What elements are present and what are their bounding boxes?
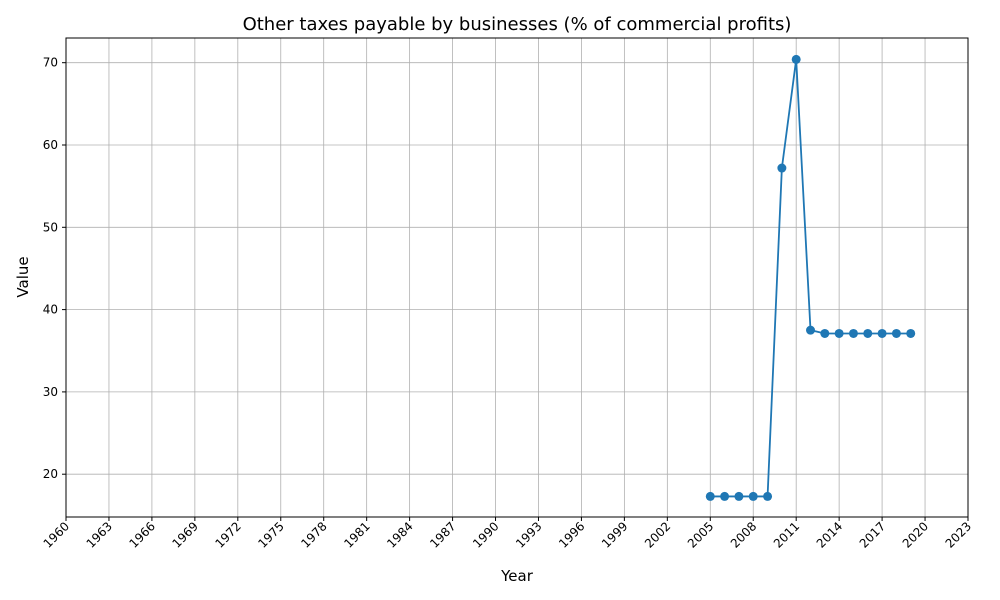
- x-tick-label: 1966: [127, 519, 158, 550]
- x-axis-label: Year: [500, 567, 534, 585]
- x-tick-label: 2005: [685, 519, 716, 550]
- x-tick-label: 2023: [943, 519, 974, 550]
- y-tick-label: 30: [43, 385, 58, 399]
- x-tick-label: 2014: [814, 519, 845, 550]
- x-tick-label: 1996: [556, 519, 587, 550]
- y-tick-label: 50: [43, 220, 58, 234]
- y-tick-label: 40: [43, 303, 58, 317]
- data-point: [906, 328, 916, 338]
- x-tick-label: 1978: [298, 519, 329, 550]
- data-point: [748, 491, 758, 501]
- data-point: [820, 328, 830, 338]
- x-tick-label: 1990: [470, 519, 501, 550]
- x-axis: 1960 1963 1966 1969 1972 1975 1978 1981 1984 1987…: [41, 517, 974, 551]
- data-point: [763, 491, 773, 501]
- data-point: [705, 491, 715, 501]
- y-tick-label: 60: [43, 138, 58, 152]
- data-point: [791, 54, 801, 64]
- x-tick-label: 1969: [169, 519, 200, 550]
- x-tick-label: 2002: [642, 519, 673, 550]
- x-tick-label: 2017: [857, 519, 888, 550]
- data-point: [891, 328, 901, 338]
- data-point: [877, 328, 887, 338]
- y-tick-label: 70: [43, 56, 58, 70]
- plot-frame: [65, 37, 969, 518]
- x-tick-label: 1981: [341, 519, 372, 550]
- series-layer: [705, 54, 916, 501]
- x-tick-label: 1993: [513, 519, 544, 550]
- grid-lines: [65, 38, 969, 517]
- x-tick-label: 1999: [599, 519, 630, 550]
- y-axis: 20 30 40 50 60 70: [43, 56, 66, 481]
- series-line: [710, 59, 911, 498]
- x-tick-label: 1963: [84, 519, 115, 550]
- x-tick-label: 2011: [771, 519, 802, 550]
- chart-title: Other taxes payable by businesses (% of …: [243, 14, 792, 35]
- y-axis-label: Value: [14, 256, 32, 297]
- x-tick-label: 2020: [900, 519, 931, 550]
- data-point: [720, 491, 730, 501]
- data-point: [863, 328, 873, 338]
- data-point: [848, 328, 858, 338]
- data-point: [734, 491, 744, 501]
- x-tick-label: 1960: [41, 519, 72, 550]
- x-tick-label: 1972: [212, 519, 243, 550]
- data-point: [834, 328, 844, 338]
- x-tick-label: 1984: [384, 519, 415, 550]
- x-tick-label: 1987: [427, 519, 458, 550]
- data-point: [806, 325, 816, 335]
- y-tick-label: 20: [43, 467, 58, 481]
- data-point: [777, 163, 787, 173]
- x-tick-label: 1975: [255, 519, 286, 550]
- x-tick-label: 2008: [728, 519, 759, 550]
